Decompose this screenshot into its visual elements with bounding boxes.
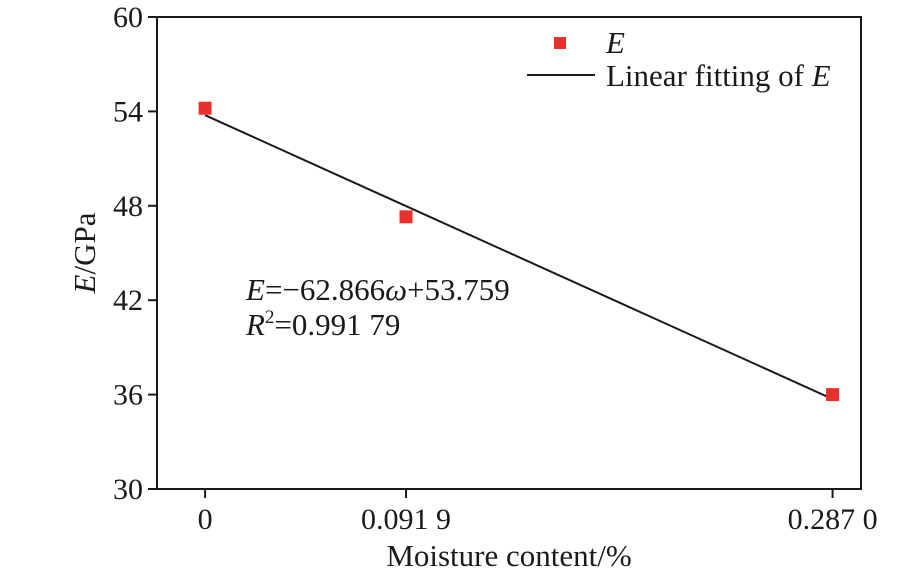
fit-equation: E=−62.866ω+53.759 [245, 272, 510, 307]
legend-marker-e [554, 37, 566, 49]
y-axis-title: E/GPa [67, 212, 102, 294]
fit-annotation: E=−62.866ω+53.759 R2=0.991 79 [245, 272, 510, 342]
legend-label-fit: Linear fitting of E [606, 58, 831, 93]
data-points [198, 101, 840, 402]
y-axis-ticks: 30 36 42 48 54 60 [113, 1, 157, 506]
x-axis-title: Moisture content/% [386, 538, 631, 573]
x-tick-label: 0.091 9 [361, 503, 451, 536]
data-point [826, 388, 840, 402]
x-axis-ticks: 0 0.091 9 0.287 0 [198, 489, 878, 536]
legend: E Linear fitting of E [527, 25, 831, 93]
y-tick-label: 42 [113, 284, 143, 317]
x-tick-label: 0.287 0 [788, 503, 878, 536]
y-tick-label: 36 [113, 379, 143, 412]
data-point [198, 101, 212, 115]
fit-line [204, 114, 833, 400]
y-tick-label: 48 [113, 190, 143, 223]
x-tick-label: 0 [198, 503, 213, 536]
fit-r-squared: R2=0.991 79 [245, 307, 400, 342]
y-tick-label: 54 [113, 95, 143, 128]
data-point [399, 210, 413, 224]
plot-area [156, 16, 862, 490]
y-tick-label: 30 [113, 473, 143, 506]
y-tick-label: 60 [113, 1, 143, 34]
legend-label-e: E [605, 25, 625, 60]
